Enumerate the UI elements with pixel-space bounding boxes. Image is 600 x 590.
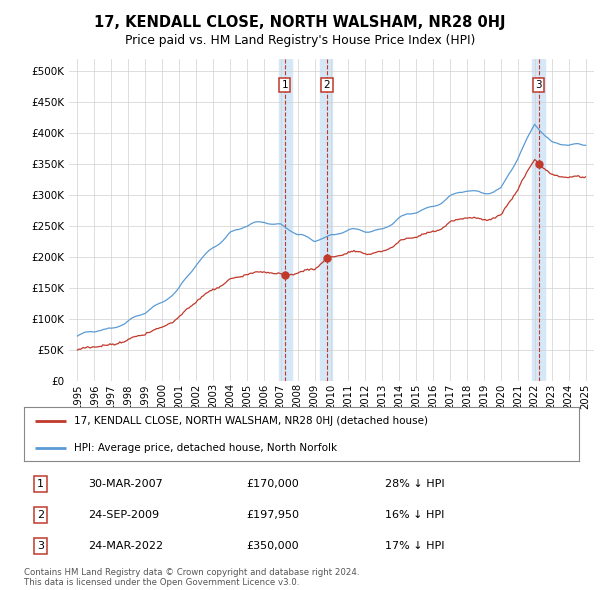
Text: 1: 1 xyxy=(37,478,44,489)
Text: Contains HM Land Registry data © Crown copyright and database right 2024.
This d: Contains HM Land Registry data © Crown c… xyxy=(24,568,359,587)
Text: £170,000: £170,000 xyxy=(246,478,299,489)
Bar xyxy=(279,59,292,381)
Text: 28% ↓ HPI: 28% ↓ HPI xyxy=(385,478,445,489)
Text: 16% ↓ HPI: 16% ↓ HPI xyxy=(385,510,444,520)
Text: 3: 3 xyxy=(535,80,542,90)
Text: 17, KENDALL CLOSE, NORTH WALSHAM, NR28 0HJ (detached house): 17, KENDALL CLOSE, NORTH WALSHAM, NR28 0… xyxy=(74,416,428,425)
Text: 17% ↓ HPI: 17% ↓ HPI xyxy=(385,541,444,551)
Text: 3: 3 xyxy=(37,541,44,551)
Text: £197,950: £197,950 xyxy=(246,510,299,520)
Text: 2: 2 xyxy=(37,510,44,520)
Text: 2: 2 xyxy=(323,80,330,90)
Bar xyxy=(320,59,332,381)
Text: 17, KENDALL CLOSE, NORTH WALSHAM, NR28 0HJ: 17, KENDALL CLOSE, NORTH WALSHAM, NR28 0… xyxy=(94,15,506,30)
Text: 1: 1 xyxy=(281,80,288,90)
Text: 30-MAR-2007: 30-MAR-2007 xyxy=(88,478,163,489)
Text: 24-MAR-2022: 24-MAR-2022 xyxy=(88,541,163,551)
Text: £350,000: £350,000 xyxy=(246,541,299,551)
Bar xyxy=(532,59,545,381)
Text: 24-SEP-2009: 24-SEP-2009 xyxy=(88,510,159,520)
Text: Price paid vs. HM Land Registry's House Price Index (HPI): Price paid vs. HM Land Registry's House … xyxy=(125,34,475,47)
Text: HPI: Average price, detached house, North Norfolk: HPI: Average price, detached house, Nort… xyxy=(74,443,337,453)
